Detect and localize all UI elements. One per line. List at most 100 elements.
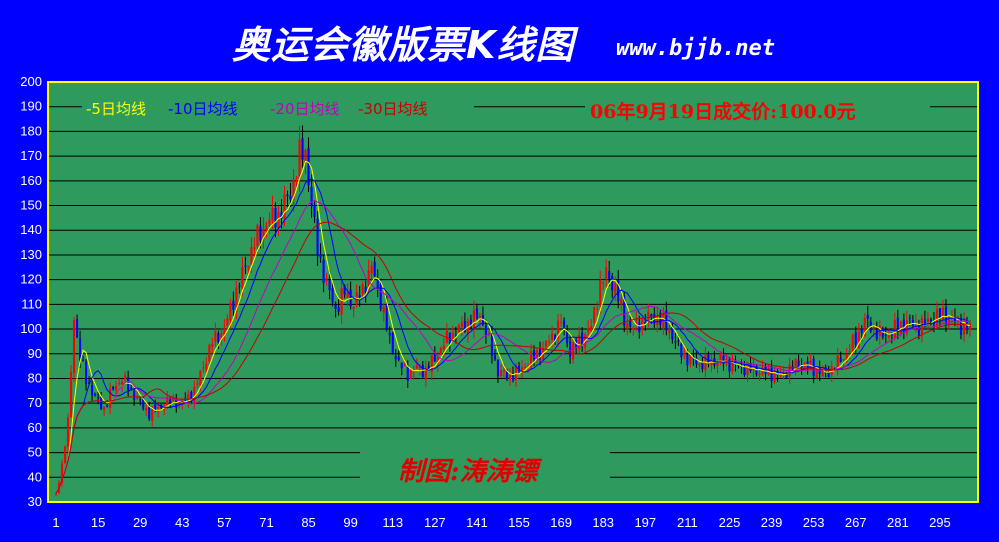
- candle-body: [545, 340, 548, 347]
- candle-body: [394, 355, 397, 360]
- candle-body: [442, 345, 445, 350]
- candle-body: [532, 350, 536, 360]
- candle-body: [169, 399, 172, 403]
- y-tick-label: 150: [20, 198, 42, 213]
- candle-body: [202, 367, 205, 369]
- candle-body: [962, 321, 966, 335]
- x-tick-label: 197: [634, 515, 656, 530]
- candle-body: [815, 369, 818, 379]
- candle-body: [944, 307, 947, 325]
- candle-body: [557, 320, 560, 340]
- candle-body: [722, 355, 725, 364]
- y-tick-label: 80: [28, 370, 42, 385]
- candle-body: [496, 359, 500, 377]
- candle-body: [902, 319, 905, 332]
- candle-body: [659, 312, 662, 325]
- candle-body: [427, 365, 430, 371]
- candle-body: [629, 320, 632, 327]
- legend-ma20: -20日均线: [270, 100, 340, 118]
- candle-body: [896, 317, 899, 332]
- y-tick-label: 120: [20, 272, 42, 287]
- candle-body: [728, 359, 731, 372]
- x-tick-label: 253: [803, 515, 825, 530]
- candle-body: [178, 402, 181, 406]
- candle-body: [581, 332, 584, 346]
- y-tick-label: 140: [20, 222, 42, 237]
- candle-body: [283, 194, 286, 219]
- candle-body: [142, 397, 145, 409]
- candle-body: [845, 354, 848, 362]
- candle-body: [587, 328, 590, 332]
- x-tick-label: 211: [677, 515, 698, 530]
- candle-body: [85, 361, 88, 384]
- candle-body: [650, 314, 653, 317]
- candle-body: [758, 373, 761, 375]
- candle-body: [469, 319, 472, 328]
- y-tick-label: 70: [28, 395, 42, 410]
- candle-body: [454, 334, 457, 336]
- candle-body: [313, 204, 316, 217]
- candle-body: [463, 320, 466, 333]
- candle-body: [69, 372, 73, 418]
- candle-body: [929, 319, 932, 322]
- x-tick-label: 29: [133, 515, 147, 530]
- candle-body: [716, 362, 719, 367]
- candle-body: [133, 390, 136, 400]
- candle-body: [839, 357, 842, 362]
- legend-ma10: -10日均线: [168, 100, 238, 118]
- candle-body: [926, 318, 929, 322]
- candle-body: [292, 179, 295, 201]
- candle-body: [439, 347, 442, 355]
- price-note: 06年9月19日成交价:100.0元: [590, 100, 856, 123]
- candle-body: [223, 327, 226, 336]
- candle-body: [707, 353, 710, 365]
- candle-body: [857, 331, 860, 348]
- candle-body: [145, 408, 148, 411]
- candle-body: [761, 367, 764, 375]
- candle-body: [247, 266, 250, 269]
- candle-body: [403, 364, 406, 366]
- candle-body: [854, 332, 857, 345]
- plot-area: [48, 82, 978, 502]
- candle-body: [472, 309, 475, 330]
- candle-body: [794, 358, 797, 368]
- candle-body: [827, 372, 830, 378]
- candle-body: [103, 406, 106, 411]
- candle-body: [935, 309, 938, 326]
- author-credit: 制图:涛涛镖: [398, 457, 543, 487]
- candle-body: [505, 369, 509, 380]
- candle-body: [331, 288, 334, 303]
- candle-body: [60, 463, 64, 483]
- y-tick-label: 200: [20, 74, 42, 89]
- x-tick-label: 281: [887, 515, 909, 530]
- y-tick-label: 40: [28, 469, 42, 484]
- candle-body: [148, 406, 151, 419]
- candle-body: [590, 325, 593, 331]
- candle-body: [361, 283, 364, 295]
- candle-body: [166, 397, 169, 407]
- candle-body: [346, 292, 349, 298]
- candle-body: [746, 362, 749, 375]
- candle-body: [232, 300, 235, 310]
- price-note-mask: [585, 97, 930, 125]
- candle-body: [91, 384, 94, 396]
- y-tick-label: 160: [20, 173, 42, 188]
- candle-body: [953, 317, 957, 322]
- candle-body: [376, 279, 379, 288]
- candle-body: [352, 307, 355, 309]
- candle-body: [731, 361, 734, 372]
- candle-body: [415, 365, 418, 369]
- candle-body: [370, 265, 373, 274]
- y-tick-label: 130: [20, 247, 42, 262]
- candle-body: [121, 381, 124, 385]
- candle-body: [782, 371, 785, 373]
- candle-body: [770, 366, 773, 382]
- candle-body: [848, 351, 851, 353]
- candle-body: [112, 386, 115, 390]
- x-tick-label: 1: [52, 515, 59, 530]
- x-tick-label: 295: [929, 515, 951, 530]
- candle-body: [905, 319, 908, 334]
- candle-body: [851, 335, 854, 355]
- site-url[interactable]: www.bjjb.net: [616, 36, 775, 61]
- candle-body: [893, 320, 896, 338]
